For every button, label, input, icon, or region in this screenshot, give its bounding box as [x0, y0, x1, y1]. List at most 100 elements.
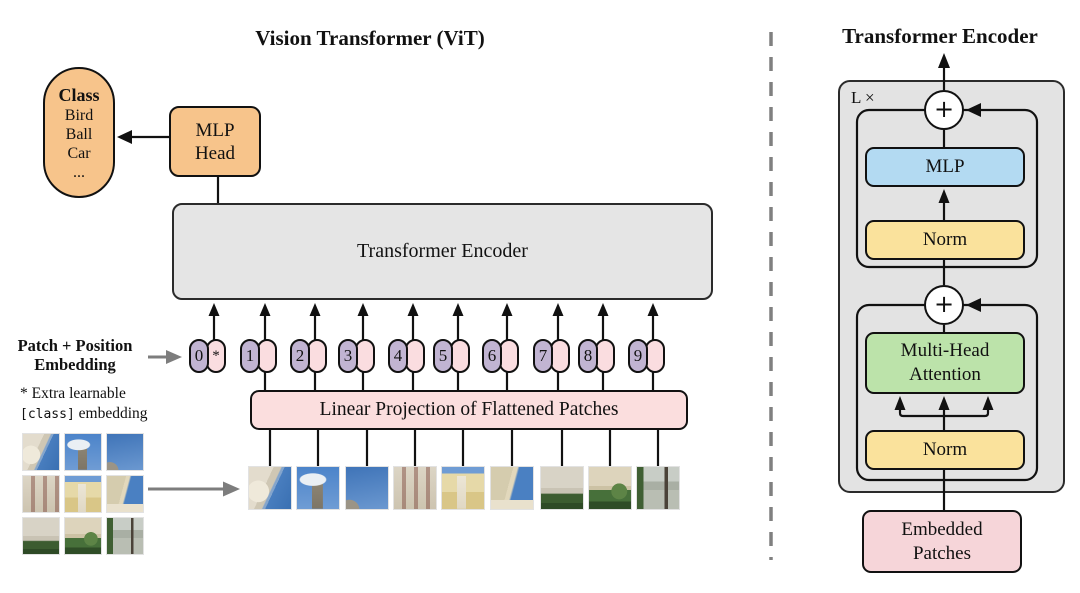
image-patch [345, 466, 389, 510]
token-pair-5: 5 [433, 339, 470, 373]
patch-embedding-pill [450, 339, 470, 373]
patch-embedding-pill [645, 339, 665, 373]
class-token-footnote: * Extra learnable [class] embedding [20, 384, 210, 425]
token-pair-2: 2 [290, 339, 327, 373]
token-pair-0: 0 * [189, 339, 226, 373]
grid-patch [22, 475, 60, 513]
plus-icon: + [933, 290, 955, 318]
layer-repeat-label: L × [851, 88, 875, 107]
mlp-label: MLP [925, 156, 965, 177]
embedded-patches-box: Embedded Patches [862, 510, 1022, 573]
image-patch [393, 466, 437, 510]
image-patch [540, 466, 584, 510]
footnote-line2-rest: embedding [74, 405, 148, 422]
multi-head-attention-box: Multi-Head Attention [865, 332, 1025, 394]
token-number: 3 [343, 346, 353, 365]
norm-label: Norm [922, 439, 968, 460]
class-token-star: * [212, 347, 220, 364]
grid-patch [106, 433, 144, 471]
token-number: 0 [194, 346, 204, 365]
position-pill: 4 [388, 339, 408, 373]
attention-line1: Multi-Head [900, 340, 990, 361]
token-pair-4: 4 [388, 339, 425, 373]
token-number: 5 [438, 346, 448, 365]
token-number: 1 [245, 346, 255, 365]
position-pill: 1 [240, 339, 260, 373]
patch-embedding-pill [405, 339, 425, 373]
embedding-label-line2: Embedding [34, 355, 116, 374]
patch-embedding-pill [595, 339, 615, 373]
token-pair-9: 9 [628, 339, 665, 373]
embedded-patches-line2: Patches [912, 542, 972, 564]
image-patch [248, 466, 292, 510]
class-token-code: [class] [20, 407, 75, 422]
position-pill: 8 [578, 339, 598, 373]
embedding-label-line1: Patch + Position [17, 336, 133, 355]
encoder-detail-title: Transformer Encoder [842, 24, 1038, 48]
source-image-grid [22, 433, 144, 555]
class-item: Bird [64, 107, 94, 124]
patch-embedding-pill [550, 339, 570, 373]
token-number: 9 [633, 346, 643, 365]
grid-patch [22, 517, 60, 555]
footnote-line2: [class] embedding [20, 404, 210, 425]
residual-add-circle-bottom: + [924, 285, 964, 325]
grid-patch [106, 517, 144, 555]
token-number: 4 [393, 346, 403, 365]
token-number: 7 [538, 346, 548, 365]
embedded-patches-line1: Embedded [901, 518, 983, 540]
transformer-encoder-box: Transformer Encoder [172, 203, 713, 300]
image-patch [441, 466, 485, 510]
token-pair-1: 1 [240, 339, 277, 373]
image-patch [588, 466, 632, 510]
class-output-pill: Class Bird Ball Car ... [43, 67, 115, 198]
mlp-head-box: MLP Head [169, 106, 261, 177]
grid-patch [64, 433, 102, 471]
vit-title: Vision Transformer (ViT) [255, 26, 485, 50]
residual-add-circle-top: + [924, 90, 964, 130]
patch-embedding-pill [307, 339, 327, 373]
grid-patch [22, 433, 60, 471]
class-item: Ball [65, 126, 93, 143]
patch-position-embedding-label: Patch + Position Embedding [2, 336, 148, 374]
patch-embedding-pill [355, 339, 375, 373]
patch-embedding-pill [257, 339, 277, 373]
mlp-head-line2: Head [194, 142, 236, 164]
token-pair-8: 8 [578, 339, 615, 373]
token-number: 8 [583, 346, 593, 365]
norm-label: Norm [922, 229, 968, 250]
position-pill: 3 [338, 339, 358, 373]
attention-line2: Attention [909, 364, 981, 385]
position-pill: 2 [290, 339, 310, 373]
norm-box-bottom: Norm [865, 430, 1025, 470]
mlp-box: MLP [865, 147, 1025, 187]
token-pair-3: 3 [338, 339, 375, 373]
plus-icon: + [933, 95, 955, 123]
linear-projection-box: Linear Projection of Flattened Patches [250, 390, 688, 430]
position-pill: 6 [482, 339, 502, 373]
grid-patch [64, 475, 102, 513]
token-number: 2 [295, 346, 305, 365]
image-patch [490, 466, 534, 510]
linear-projection-label: Linear Projection of Flattened Patches [319, 399, 619, 420]
class-embedding-pill: * [206, 339, 226, 373]
footnote-line1: * Extra learnable [20, 385, 126, 402]
patch-embedding-pill [499, 339, 519, 373]
token-pair-7: 7 [533, 339, 570, 373]
transformer-encoder-label: Transformer Encoder [357, 240, 528, 262]
class-item: Car [67, 145, 91, 162]
token-pair-6: 6 [482, 339, 519, 373]
class-header: Class [58, 85, 100, 105]
class-item: ... [73, 164, 85, 181]
image-patch [296, 466, 340, 510]
norm-box-top: Norm [865, 220, 1025, 260]
position-pill: 5 [433, 339, 453, 373]
grid-patch [106, 475, 144, 513]
position-pill: 0 [189, 339, 209, 373]
position-pill: 9 [628, 339, 648, 373]
image-patch [636, 466, 680, 510]
grid-patch [64, 517, 102, 555]
mlp-head-line1: MLP [195, 119, 235, 141]
position-pill: 7 [533, 339, 553, 373]
token-number: 6 [487, 346, 497, 365]
